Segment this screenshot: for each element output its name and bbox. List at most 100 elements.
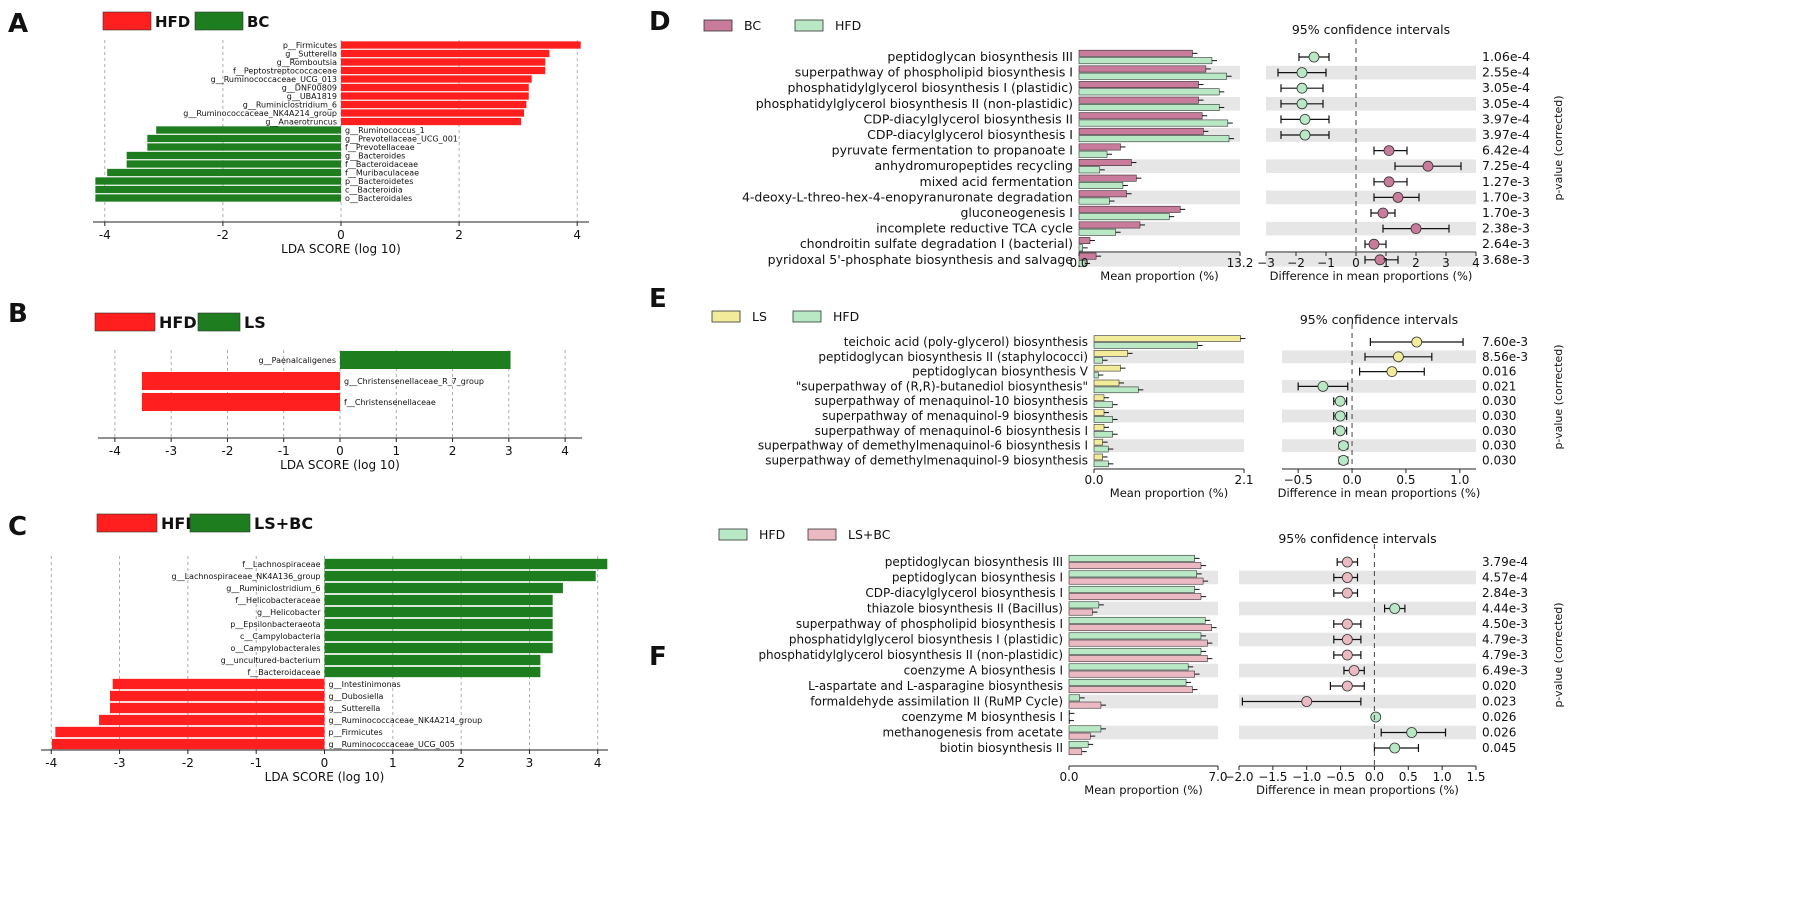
- mean-bar-group1: [1068, 616, 1206, 624]
- bar-label: f__Bacteroidaceae: [247, 668, 320, 677]
- diff-x-tick-label: −0.5: [1284, 473, 1313, 487]
- pathway-label: biotin biosynthesis II: [940, 741, 1063, 755]
- x-tick-label: 4: [573, 228, 581, 242]
- bar-label: g__Anaerotruncus: [265, 118, 337, 127]
- pathway-label: coenzyme A biosynthesis I: [904, 664, 1063, 678]
- diff-x-tick-label: 0.0: [1365, 770, 1384, 784]
- pathway-label: peptidoglycan biosynthesis V: [912, 365, 1089, 379]
- bar-x-tick-label: 7.0: [1208, 770, 1227, 784]
- p-value: 3.97e-4: [1482, 111, 1530, 126]
- pathway-label: teichoic acid (poly-glycerol) biosynthes…: [844, 335, 1088, 349]
- row-band: [1094, 409, 1244, 423]
- diff-x-axis-label: Difference in mean proportions (%): [1256, 783, 1459, 797]
- lda-bar: [324, 618, 553, 630]
- legend-swatch: [189, 513, 251, 533]
- p-value: 7.60e-3: [1482, 335, 1528, 349]
- bar-label: g__Sutterella: [329, 704, 381, 713]
- x-tick-label: 0: [337, 228, 345, 242]
- lda-bar: [126, 160, 342, 168]
- lda-bar: [324, 630, 553, 642]
- row-band: [1266, 97, 1476, 111]
- pathway-label: superpathway of phospholipid biosynthesi…: [796, 617, 1063, 631]
- mean-bar-group2: [1093, 416, 1113, 423]
- row-band: [1266, 128, 1476, 142]
- lda-bar: [341, 100, 527, 109]
- legend-swatch: [792, 310, 822, 323]
- diff-point: [1338, 440, 1349, 452]
- x-tick-label: 2: [449, 444, 457, 458]
- pathway-label: peptidoglycan biosynthesis III: [887, 49, 1073, 64]
- bar-label: g__Ruminiclostridium_6: [226, 584, 320, 593]
- pathway-label: CDP-diacylglycerol biosynthesis II: [863, 111, 1073, 126]
- lda-bar: [147, 134, 341, 143]
- mean-bar-group2: [1078, 197, 1110, 205]
- diff-point: [1370, 711, 1382, 723]
- pathway-label: superpathway of demethylmenaquinol-9 bio…: [765, 453, 1088, 467]
- mean-bar-group1: [1078, 237, 1091, 244]
- diff-x-tick-label: 1.5: [1466, 770, 1485, 784]
- diff-x-tick-label: −2.0: [1224, 770, 1253, 784]
- lda-bar: [340, 350, 511, 370]
- pathway-label: phosphatidylglycerol biosynthesis I (pla…: [789, 633, 1063, 647]
- mean-bar-group1: [1068, 740, 1089, 748]
- diff-x-tick-label: −1.0: [1292, 770, 1321, 784]
- row-band: [1079, 253, 1240, 267]
- mean-bar-group2: [1068, 577, 1204, 585]
- pathway-label: incomplete reductive TCA cycle: [876, 221, 1073, 236]
- mean-bar-group2: [1068, 686, 1193, 694]
- p-value: 1.27e-3: [1482, 174, 1530, 189]
- row-band: [1266, 65, 1476, 80]
- mean-bar-group2: [1078, 72, 1227, 80]
- lda-bar: [341, 58, 546, 66]
- mean-bar-group1: [1068, 725, 1102, 733]
- mean-bar-group1: [1093, 394, 1105, 401]
- mean-bar-group1: [1078, 81, 1199, 89]
- bar-x-axis-label: Mean proportion (%): [1100, 269, 1218, 283]
- bar-label: g__Ruminococcaceae_NK4A214_group: [329, 716, 483, 725]
- pathway-label: anhydromuropeptides recycling: [874, 158, 1073, 173]
- mean-bar-group2: [1093, 430, 1113, 438]
- diff-x-axis-label: Difference in mean proportions (%): [1278, 486, 1481, 500]
- lda-bar: [341, 117, 522, 126]
- diff-point: [1334, 425, 1346, 437]
- bar-label: f__Prevotellaceae: [345, 143, 415, 152]
- p-value: 4.79e-3: [1482, 633, 1528, 647]
- legend-label: HFD: [159, 313, 197, 332]
- panel-e: E LS HFD 95% confidence intervals teichoic a…: [649, 284, 1565, 500]
- mean-bar-group1: [1068, 663, 1189, 671]
- lda-bar: [324, 666, 541, 678]
- mean-bar-group2: [1078, 88, 1220, 96]
- x-axis-label: LDA SCORE (log 10): [281, 242, 401, 256]
- mean-bar-group1: [1078, 65, 1207, 73]
- panel-letter: E: [649, 284, 667, 314]
- panel-b: B HFD LS -4 -3 -2 -1 0 1 2 3 4 LDA SCORE (log 10) g__…: [8, 299, 582, 472]
- mean-bar-group1: [1078, 221, 1141, 229]
- row-band: [1266, 190, 1476, 205]
- p-value: 0.026: [1482, 726, 1516, 740]
- diff-x-tick-label: 1: [1382, 256, 1390, 270]
- x-tick-label: -4: [109, 444, 121, 458]
- bar-label: g__Christensenellaceae_R_7_group: [344, 377, 484, 386]
- pathway-label: methanogenesis from acetate: [882, 726, 1063, 740]
- bar-label: g__Romboutsia: [277, 58, 338, 67]
- panel-letter: F: [649, 642, 667, 672]
- x-tick-label: 3: [505, 444, 513, 458]
- mean-bar-group2: [1078, 104, 1220, 111]
- legend-swatch: [96, 513, 158, 533]
- bar-x-tick-label: 0.0: [1069, 256, 1088, 270]
- diff-x-tick-label: −1.5: [1258, 770, 1287, 784]
- panel-d: D BC HFD 95% confidence intervals peptidogly…: [649, 7, 1565, 283]
- lda-bar: [324, 582, 563, 594]
- mean-bar-group1: [1078, 174, 1137, 182]
- mean-bar-group2: [1093, 401, 1113, 408]
- mean-bar-group1: [1068, 678, 1187, 686]
- row-band: [1239, 725, 1476, 740]
- p-value: 2.38e-3: [1482, 221, 1530, 236]
- bar-label: p__Bacteroidetes: [345, 177, 413, 186]
- p-value: 0.030: [1482, 409, 1516, 423]
- x-tick-label: 0: [321, 756, 329, 770]
- row-band: [1282, 409, 1476, 423]
- p-value: 0.023: [1482, 695, 1516, 709]
- bar-label: g__Sutterella: [285, 50, 337, 59]
- mean-bar-group2: [1068, 608, 1093, 616]
